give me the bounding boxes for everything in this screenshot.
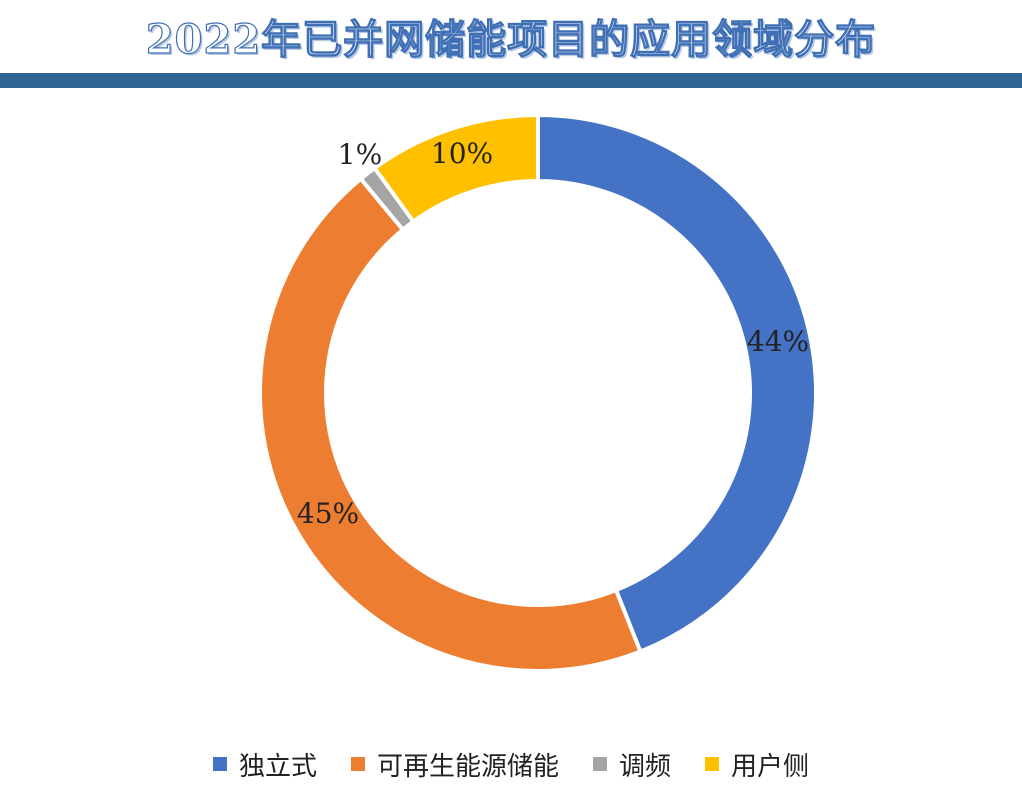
legend-swatch [705, 757, 720, 771]
slice-standalone [536, 112, 818, 655]
legend-item-renewable: 可再生能源储能 [350, 746, 559, 783]
chart-legend: 独立式 可再生能源储能 调频 用户侧 [0, 742, 1022, 786]
legend-label: 调频 [619, 751, 672, 782]
label-standalone: 44% [747, 325, 809, 358]
donut-chart: 44% 45% 1% 10% [258, 112, 818, 673]
legend-label: 独立式 [238, 751, 317, 782]
legend-swatch [350, 757, 365, 771]
slice-renewable [258, 175, 643, 673]
legend-label: 可再生能源储能 [376, 751, 559, 782]
legend-item-user-side: 用户侧 [705, 746, 809, 783]
legend-item-frequency: 调频 [593, 746, 671, 783]
legend-swatch [212, 757, 227, 771]
title-underline [0, 73, 1022, 88]
chart-title: 2022年已并网储能项目的应用领域分布 [145, 15, 877, 63]
legend-swatch [593, 757, 607, 771]
slice-user-side [371, 112, 540, 225]
legend-label: 用户侧 [731, 751, 810, 782]
label-user-side: 10% [431, 137, 493, 170]
label-frequency: 1% [338, 138, 382, 171]
legend-item-standalone: 独立式 [212, 746, 317, 783]
label-renewable: 45% [297, 497, 359, 530]
